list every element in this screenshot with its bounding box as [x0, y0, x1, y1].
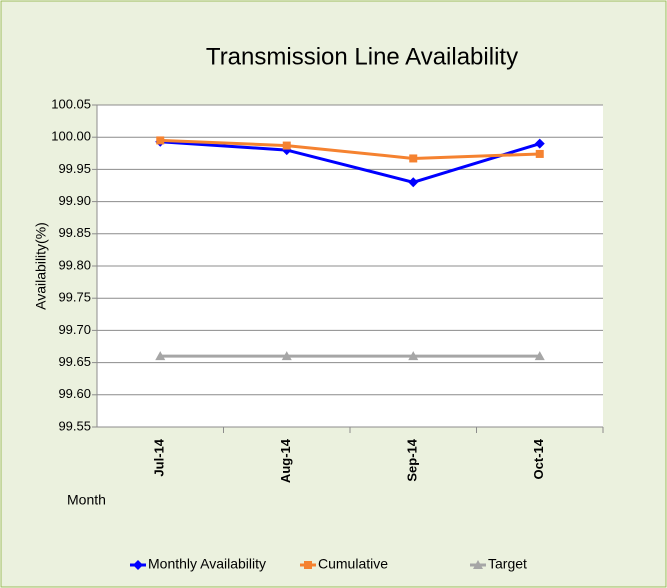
- data-point: [282, 141, 291, 150]
- y-tick-label: 99.75: [58, 290, 91, 305]
- legend-label: Target: [488, 556, 527, 572]
- data-point: [535, 149, 544, 158]
- y-tick-label: 99.70: [58, 322, 91, 337]
- y-tick-label: 99.90: [58, 193, 91, 208]
- chart-title: Transmission Line Availability: [206, 43, 518, 70]
- data-point: [408, 177, 419, 188]
- legend-marker: [133, 560, 143, 570]
- y-tick-label: 99.55: [58, 418, 91, 433]
- y-tick-label: 99.65: [58, 354, 91, 369]
- data-point: [281, 351, 292, 361]
- y-tick-label: 99.60: [58, 386, 91, 401]
- data-point: [156, 136, 165, 145]
- x-tick-label: Sep-14: [405, 438, 420, 481]
- legend-label: Monthly Availability: [148, 556, 266, 572]
- x-tick-label: Oct-14: [531, 438, 546, 479]
- data-point: [534, 138, 545, 149]
- legend-marker: [473, 560, 483, 569]
- x-axis-label: Month: [67, 492, 106, 508]
- data-point: [409, 154, 418, 163]
- legend-label: Cumulative: [318, 556, 388, 572]
- series-line: [160, 138, 540, 160]
- y-tick-label: 99.85: [58, 225, 91, 240]
- y-tick-label: 99.80: [58, 257, 91, 272]
- y-tick-label: 100.00: [51, 129, 91, 144]
- x-tick-label: Jul-14: [152, 438, 167, 476]
- legend-marker: [304, 561, 312, 569]
- data-point: [534, 351, 545, 361]
- y-tick-label: 100.05: [51, 96, 91, 111]
- data-point: [155, 351, 166, 361]
- data-point: [408, 351, 419, 361]
- x-tick-label: Aug-14: [278, 438, 293, 483]
- y-tick-label: 99.95: [58, 161, 91, 176]
- series-line: [160, 140, 541, 184]
- y-axis-label: Availability(%): [33, 222, 49, 310]
